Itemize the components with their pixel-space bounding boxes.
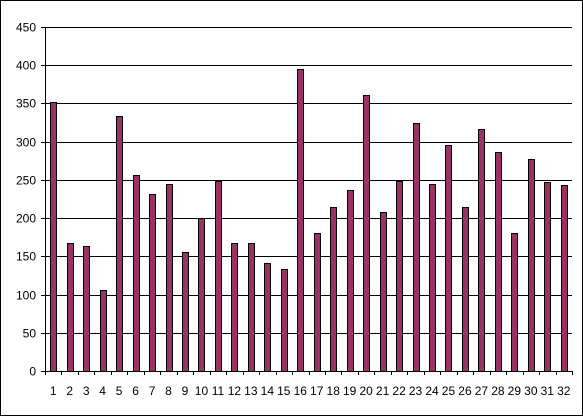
- x-tick-label: 13: [244, 384, 258, 398]
- bar-1: [50, 102, 57, 372]
- x-axis-tick-labels: 1 2 3 4 5 6 7 8 9 10 11 12 13 14 15 16 17 18 19 20 21 22 23 24 2…: [50, 384, 571, 398]
- x-tick-label: 20: [359, 384, 373, 398]
- x-tick-label: 7: [149, 384, 156, 398]
- x-tick-label: 24: [425, 384, 439, 398]
- x-tick-label: 2: [66, 384, 73, 398]
- x-tick-label: 6: [132, 384, 139, 398]
- y-tick-label: 150: [16, 250, 36, 264]
- bar-4: [100, 290, 107, 372]
- bar-9: [182, 252, 189, 372]
- x-tick-label: 26: [458, 384, 472, 398]
- x-tick-label: 21: [376, 384, 390, 398]
- x-tick-label: 25: [442, 384, 456, 398]
- bar-13: [248, 243, 255, 372]
- bar-27: [478, 129, 485, 372]
- x-tick-label: 16: [294, 384, 308, 398]
- x-tick-label: 19: [343, 384, 357, 398]
- x-tick-label: 12: [228, 384, 242, 398]
- axes: [41, 27, 573, 375]
- bar-8: [166, 184, 173, 372]
- y-tick-label: 300: [16, 136, 36, 150]
- y-tick-label: 100: [16, 289, 36, 303]
- bar-3: [83, 246, 90, 372]
- x-tick-label: 31: [541, 384, 555, 398]
- x-tick-label: 22: [392, 384, 406, 398]
- bar-25: [445, 145, 452, 372]
- bar-18: [330, 207, 337, 372]
- y-tick-label: 50: [23, 327, 37, 341]
- y-tick-label: 400: [16, 59, 36, 73]
- bar-29: [511, 233, 518, 372]
- bar-5: [116, 116, 123, 372]
- bar-11: [215, 181, 222, 372]
- bar-31: [544, 182, 551, 372]
- x-tick-label: 11: [212, 384, 225, 398]
- x-tick-label: 17: [310, 384, 324, 398]
- bar-19: [347, 190, 354, 372]
- x-tick-label: 3: [83, 384, 90, 398]
- x-tick-label: 14: [261, 384, 275, 398]
- bars: [50, 69, 568, 372]
- x-tick-label: 32: [557, 384, 571, 398]
- bar-6: [133, 175, 140, 372]
- x-tick-label: 4: [99, 384, 106, 398]
- x-tick-label: 15: [277, 384, 291, 398]
- bar-17: [314, 233, 321, 372]
- bar-20: [363, 95, 370, 372]
- bar-7: [149, 194, 156, 372]
- x-tick-label: 27: [475, 384, 489, 398]
- y-tick-label: 0: [29, 365, 36, 379]
- x-tick-label: 18: [327, 384, 341, 398]
- y-tick-label: 450: [16, 21, 36, 35]
- bar-21: [380, 212, 387, 372]
- y-axis-tick-labels: 0 50 100 150 200 250 300 350 400 450: [16, 21, 36, 379]
- x-tick-label: 30: [524, 384, 538, 398]
- bar-2: [67, 243, 74, 372]
- bar-22: [396, 181, 403, 372]
- y-tick-label: 250: [16, 174, 36, 188]
- bar-16: [297, 69, 304, 372]
- bar-32: [561, 185, 568, 372]
- bar-14: [264, 263, 271, 372]
- bar-15: [281, 269, 288, 372]
- x-tick-label: 8: [165, 384, 172, 398]
- x-tick-label: 10: [195, 384, 209, 398]
- bar-12: [231, 243, 238, 372]
- bar-24: [429, 184, 436, 372]
- y-tick-label: 200: [16, 212, 36, 226]
- x-tick-label: 23: [409, 384, 423, 398]
- bar-28: [495, 152, 502, 372]
- bar-30: [528, 159, 535, 372]
- bar-23: [413, 123, 420, 372]
- x-tick-label: 28: [491, 384, 505, 398]
- bar-10: [198, 218, 205, 372]
- x-tick-label: 29: [508, 384, 522, 398]
- bar-26: [462, 207, 469, 372]
- x-tick-label: 9: [182, 384, 189, 398]
- gridlines: [45, 27, 572, 334]
- y-tick-label: 350: [16, 97, 36, 111]
- x-tick-label: 1: [50, 384, 57, 398]
- x-tick-label: 5: [116, 384, 123, 398]
